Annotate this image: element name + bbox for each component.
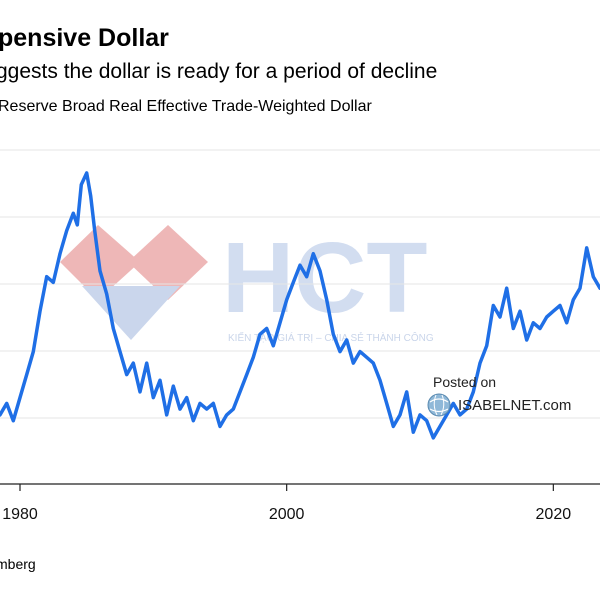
plot-area <box>0 171 600 440</box>
x-tick-label: 2020 <box>536 506 572 523</box>
series-label: Reserve Broad Real Effective Trade-Weigh… <box>0 98 372 115</box>
isabelnet-label: ISABELNET.com <box>458 397 571 414</box>
chart-subtitle: ggests the dollar is ready for a period … <box>0 60 438 83</box>
watermark-logo-text: HCT <box>222 222 428 334</box>
x-tick-label: 1980 <box>2 506 38 523</box>
series-line <box>0 171 600 440</box>
chart-title: pensive Dollar <box>0 24 169 52</box>
source-note: mberg <box>0 556 36 572</box>
globe-icon <box>427 393 451 417</box>
grid-lines <box>0 149 600 485</box>
watermark-tagline: KIẾN TẠO GIÁ TRỊ – CHIA SẺ THÀNH CÔNG <box>228 331 434 344</box>
watermark-diamond-right <box>128 225 208 300</box>
posted-on-stamp: Posted on ISABELNET.com <box>427 374 571 417</box>
x-tick-label: 2000 <box>269 506 305 523</box>
watermark-diamond-bottom <box>82 286 180 340</box>
posted-on-label: Posted on <box>433 374 496 390</box>
x-ticks: 1980 2000 2020 <box>2 484 571 523</box>
watermark-logo: HCT KIẾN TẠO GIÁ TRỊ – CHIA SẺ THÀNH CÔN… <box>60 222 434 344</box>
